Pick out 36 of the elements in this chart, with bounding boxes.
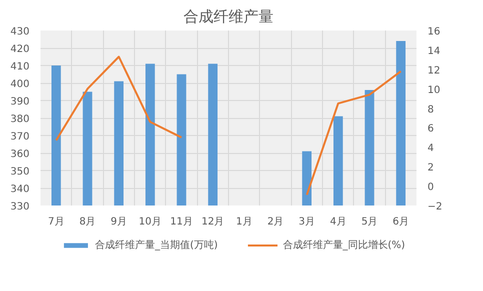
y2-tick-label: 14	[428, 46, 440, 57]
x-tick-label: 3月	[298, 216, 316, 228]
y-tick-label: 390	[10, 96, 30, 108]
y-tick-label: 430	[10, 26, 30, 38]
x-tick-label: 2月	[267, 216, 284, 228]
y2-tick-label: 16	[428, 26, 440, 38]
y-tick-label: 350	[10, 166, 30, 178]
x-tick-label: 6月	[392, 216, 410, 228]
legend-label: 合成纤维产量_当期值(万吨)	[94, 238, 218, 252]
y2-tick-label: −2	[428, 202, 442, 212]
x-tick-label: 5月	[361, 216, 378, 228]
y2-tick-label: 0	[428, 182, 434, 194]
x-tick-label: 12月	[201, 216, 224, 228]
y-tick-label: 370	[10, 132, 30, 142]
legend-label: 合成纤维产量_同比增长(%)	[282, 238, 406, 252]
y-tick-label: 420	[10, 44, 30, 55]
x-tick-label: 7月	[48, 216, 64, 228]
y2-tick-label: 4	[428, 143, 434, 154]
x-tick-label: 9月	[110, 216, 128, 228]
y-tick-label: 330	[10, 202, 30, 212]
x-tick-label: 8月	[79, 216, 96, 228]
x-tick-label: 10月	[138, 216, 162, 228]
x-tick-label: 1月	[236, 216, 252, 228]
y2-tick-label: 6	[428, 124, 434, 135]
y2-tick-label: 2	[428, 162, 434, 174]
y2-tick-label: 8	[428, 104, 434, 116]
x-tick-label: 11月	[170, 216, 193, 228]
y2-tick-label: 10	[428, 84, 440, 96]
y2-tick-label: 12	[428, 65, 440, 76]
y-tick-label: 380	[10, 114, 30, 125]
x-tick-label: 4月	[330, 216, 346, 228]
y-tick-label: 400	[10, 79, 30, 90]
y-tick-label: 410	[10, 62, 30, 72]
y-tick-label: 360	[10, 149, 30, 160]
chart-title: 合成纤维产量	[184, 8, 274, 26]
y-tick-label: 340	[10, 184, 30, 195]
